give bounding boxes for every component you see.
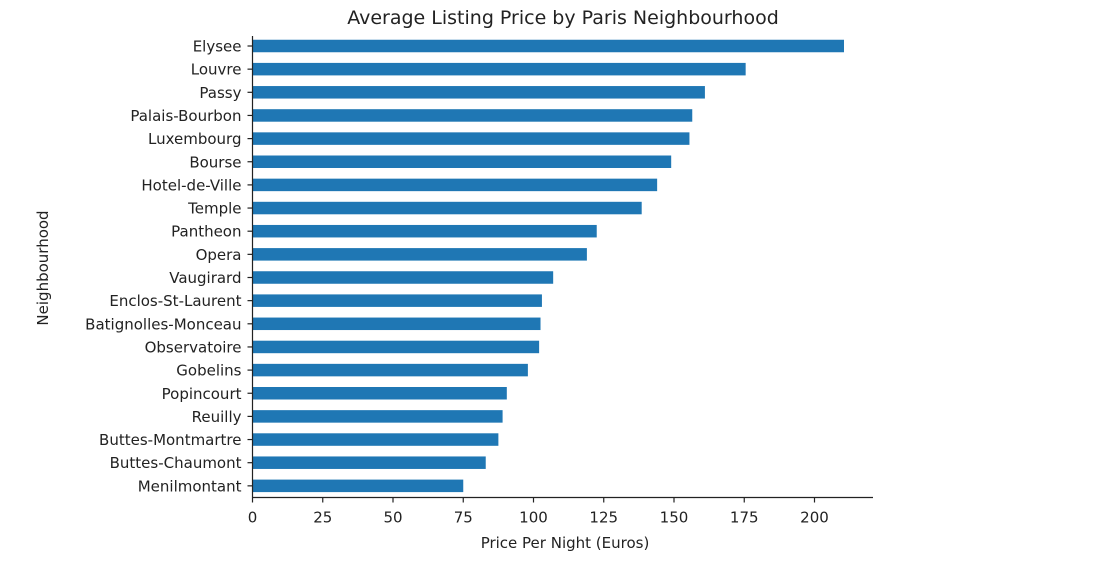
y-tick-label-batignolles-monceau: Batignolles-Monceau — [85, 315, 241, 333]
y-tick-label-pantheon: Pantheon — [171, 223, 241, 241]
x-tick-label-25: 25 — [313, 509, 332, 527]
x-tick-label-175: 175 — [730, 509, 759, 527]
y-tick-label-louvre: Louvre — [191, 61, 242, 79]
y-tick-label-gobelins: Gobelins — [176, 362, 241, 380]
bar-bourse — [252, 155, 672, 168]
y-tick-label-popincourt: Popincourt — [162, 385, 242, 403]
bar-reuilly — [252, 410, 503, 423]
y-tick-label-bourse: Bourse — [189, 153, 241, 171]
x-axis-label: Price Per Night (Euros) — [481, 534, 650, 552]
bar-buttes-chaumont — [252, 456, 486, 469]
bar-enclos-st-laurent — [252, 294, 542, 307]
bar-passy — [252, 86, 705, 99]
bar-observatoire — [252, 340, 540, 354]
y-tick-label-buttes-chaumont: Buttes-Chaumont — [110, 454, 242, 472]
x-tick-label-200: 200 — [800, 509, 829, 527]
bars-layer — [252, 39, 844, 493]
y-axis-ticks: Elysee Louvre Passy Palais-Bourbon Luxembour… — [85, 38, 253, 495]
bar-luxembourg — [252, 132, 690, 145]
x-tick-label-50: 50 — [383, 509, 402, 527]
y-tick-label-opera: Opera — [196, 246, 242, 264]
y-tick-label-buttes-montmartre: Buttes-Montmartre — [99, 431, 241, 449]
y-tick-label-luxembourg: Luxembourg — [148, 130, 242, 148]
y-tick-label-menilmontant: Menilmontant — [138, 477, 242, 495]
chart-title: Average Listing Price by Paris Neighbour… — [347, 7, 779, 29]
y-tick-label-elysee: Elysee — [193, 38, 242, 56]
y-tick-label-enclos-st-laurent: Enclos-St-Laurent — [109, 292, 241, 310]
bar-opera — [252, 248, 587, 261]
y-tick-label-reuilly: Reuilly — [192, 408, 242, 426]
y-axis-label: Neighbourhood — [34, 210, 52, 325]
y-tick-label-hotel-de-ville: Hotel-de-Ville — [141, 176, 241, 194]
bar-pantheon — [252, 224, 597, 238]
bar-palais-bourbon — [252, 109, 693, 122]
bar-louvre — [252, 62, 746, 76]
y-tick-label-observatoire: Observatoire — [145, 338, 242, 356]
y-tick-label-temple: Temple — [187, 200, 241, 218]
bar-vaugirard — [252, 271, 554, 284]
x-tick-label-125: 125 — [589, 509, 618, 527]
bar-buttes-montmartre — [252, 433, 499, 446]
x-tick-label-0: 0 — [248, 509, 258, 527]
x-tick-label-75: 75 — [454, 509, 473, 527]
x-axis-ticks: 0 25 50 75 100 125 150 175 200 — [248, 497, 829, 527]
bar-elysee — [252, 39, 844, 53]
x-tick-label-150: 150 — [660, 509, 689, 527]
bar-hotel-de-ville — [252, 178, 658, 192]
bar-popincourt — [252, 387, 507, 400]
x-tick-label-100: 100 — [519, 509, 548, 527]
bar-batignolles-monceau — [252, 317, 541, 331]
bar-temple — [252, 201, 642, 215]
bar-menilmontant — [252, 479, 464, 493]
bar-gobelins — [252, 363, 528, 377]
y-tick-label-palais-bourbon: Palais-Bourbon — [130, 107, 241, 125]
y-tick-label-vaugirard: Vaugirard — [169, 269, 241, 287]
y-tick-label-passy: Passy — [199, 84, 241, 102]
